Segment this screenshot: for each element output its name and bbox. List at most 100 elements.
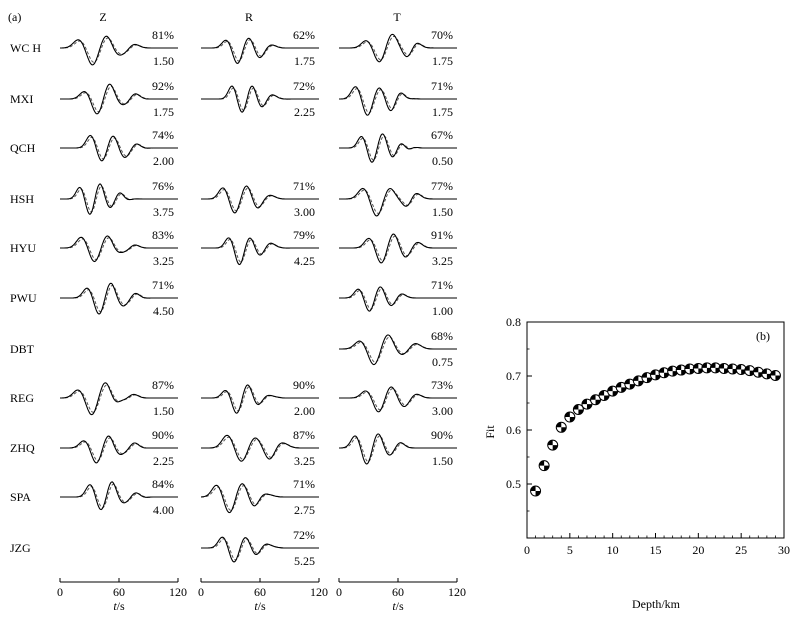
observed-waveform	[60, 435, 178, 464]
time-axis-label: t/s	[113, 599, 125, 613]
synthetic-waveform	[60, 437, 178, 462]
depth-fit-point	[632, 375, 644, 387]
x-tick-label: 30	[778, 543, 790, 557]
time-shift: 0.50	[432, 154, 453, 168]
time-shift: 2.00	[294, 404, 315, 418]
observed-waveform	[60, 235, 178, 263]
synthetic-waveform	[339, 288, 457, 310]
time-axis-label: t/s	[392, 599, 404, 613]
fit-percent: 71%	[293, 179, 315, 193]
time-axis-label: t/s	[254, 599, 266, 613]
fit-percent: 76%	[152, 179, 174, 193]
observed-waveform	[201, 37, 319, 64]
depth-fit-point	[641, 372, 653, 384]
component-header-z: Z	[99, 10, 106, 24]
station-label: SPA	[10, 490, 31, 504]
depth-fit-point	[684, 363, 696, 375]
time-tick-label: 60	[392, 585, 404, 599]
time-shift: 4.25	[294, 254, 315, 268]
component-header-t: T	[393, 10, 401, 24]
observed-waveform	[201, 536, 319, 563]
depth-fit-point	[547, 439, 559, 451]
synthetic-waveform	[201, 87, 319, 111]
depth-fit-point	[598, 389, 610, 401]
time-shift: 2.25	[153, 454, 174, 468]
station-label: REG	[10, 391, 34, 405]
time-shift: 2.00	[153, 154, 174, 168]
time-shift: 1.00	[432, 304, 453, 318]
fit-percent: 74%	[152, 128, 174, 142]
fit-percent: 81%	[152, 28, 174, 42]
station-label: DBT	[10, 342, 35, 356]
depth-fit-point	[624, 378, 636, 390]
time-shift: 5.25	[294, 554, 315, 568]
time-shift: 1.50	[432, 454, 453, 468]
synthetic-waveform	[201, 538, 319, 561]
fit-depth-ticks: 0 5 10 15 20 25 30 0.5 0.6 0.7 0.8	[506, 315, 790, 557]
station-label: HSH	[10, 192, 34, 206]
fit-percent: 72%	[293, 79, 315, 93]
time-shift: 1.75	[294, 54, 315, 68]
depth-fit-point	[555, 421, 567, 433]
time-shift: 1.50	[432, 205, 453, 219]
observed-waveform	[339, 86, 457, 116]
time-shift: 3.25	[153, 254, 174, 268]
synthetic-waveform	[60, 37, 178, 63]
time-tick-label: 0	[198, 585, 204, 599]
fit-percent: 87%	[293, 428, 315, 442]
fit-percent: 72%	[293, 528, 315, 542]
x-tick-label: 10	[607, 543, 619, 557]
fit-percent: 68%	[431, 329, 453, 343]
fit-percent: 90%	[431, 428, 453, 442]
x-tick-label: 25	[735, 543, 747, 557]
observed-waveform	[60, 35, 178, 66]
y-tick-label: 0.8	[506, 315, 521, 329]
station-label: QCH	[10, 141, 36, 155]
time-tick-label: 0	[336, 585, 342, 599]
time-shift: 1.50	[153, 54, 174, 68]
component-header-r: R	[245, 10, 253, 24]
time-shift: 1.75	[432, 105, 453, 119]
fit-percent: 71%	[293, 477, 315, 491]
time-shift: 3.00	[432, 404, 453, 418]
time-tick-label: 120	[310, 585, 328, 599]
fit-percent: 73%	[431, 378, 453, 392]
y-axis-title: Fit	[483, 425, 497, 439]
station-label: ZHQ	[10, 441, 35, 455]
observed-waveform	[201, 434, 319, 462]
fit-percent: 71%	[431, 278, 453, 292]
depth-fit-point	[607, 385, 619, 397]
fit-percent: 90%	[293, 378, 315, 392]
fit-percent: 90%	[152, 428, 174, 442]
depth-fit-point	[530, 485, 542, 497]
time-shift: 0.75	[432, 355, 453, 369]
depth-fit-point	[752, 366, 764, 378]
fit-percent: 71%	[152, 278, 174, 292]
time-tick-label: 120	[169, 585, 187, 599]
y-tick-label: 0.6	[506, 423, 521, 437]
time-shift: 4.00	[153, 503, 174, 517]
time-tick-label: 60	[113, 585, 125, 599]
station-label: MXI	[10, 92, 33, 106]
fit-percent: 70%	[431, 28, 453, 42]
fit-depth-points	[530, 362, 781, 497]
x-tick-label: 20	[692, 543, 704, 557]
depth-fit-point	[590, 394, 602, 406]
fit-percent: 92%	[152, 79, 174, 93]
time-shift: 3.25	[294, 454, 315, 468]
x-tick-label: 5	[567, 543, 573, 557]
time-shift: 1.50	[153, 404, 174, 418]
synthetic-waveform	[339, 235, 457, 262]
time-shift: 3.75	[153, 205, 174, 219]
station-labels: WC H MXI QCH HSH HYU PWU DBT REG ZHQ SPA JZG	[10, 41, 41, 555]
station-label: PWU	[10, 291, 37, 305]
waveform-traces: 81% 1.50 92% 1.75 74% 2.00 76% 3.75 83% 3.25 71% 4.…	[60, 28, 457, 568]
fit-percent: 77%	[431, 179, 453, 193]
observed-waveform	[60, 282, 178, 315]
observed-waveform	[201, 185, 319, 214]
depth-fit-point	[538, 460, 550, 472]
depth-fit-point	[564, 411, 576, 423]
time-tick-label: 60	[254, 585, 266, 599]
time-shift: 2.25	[294, 105, 315, 119]
synthetic-waveform	[60, 284, 178, 313]
